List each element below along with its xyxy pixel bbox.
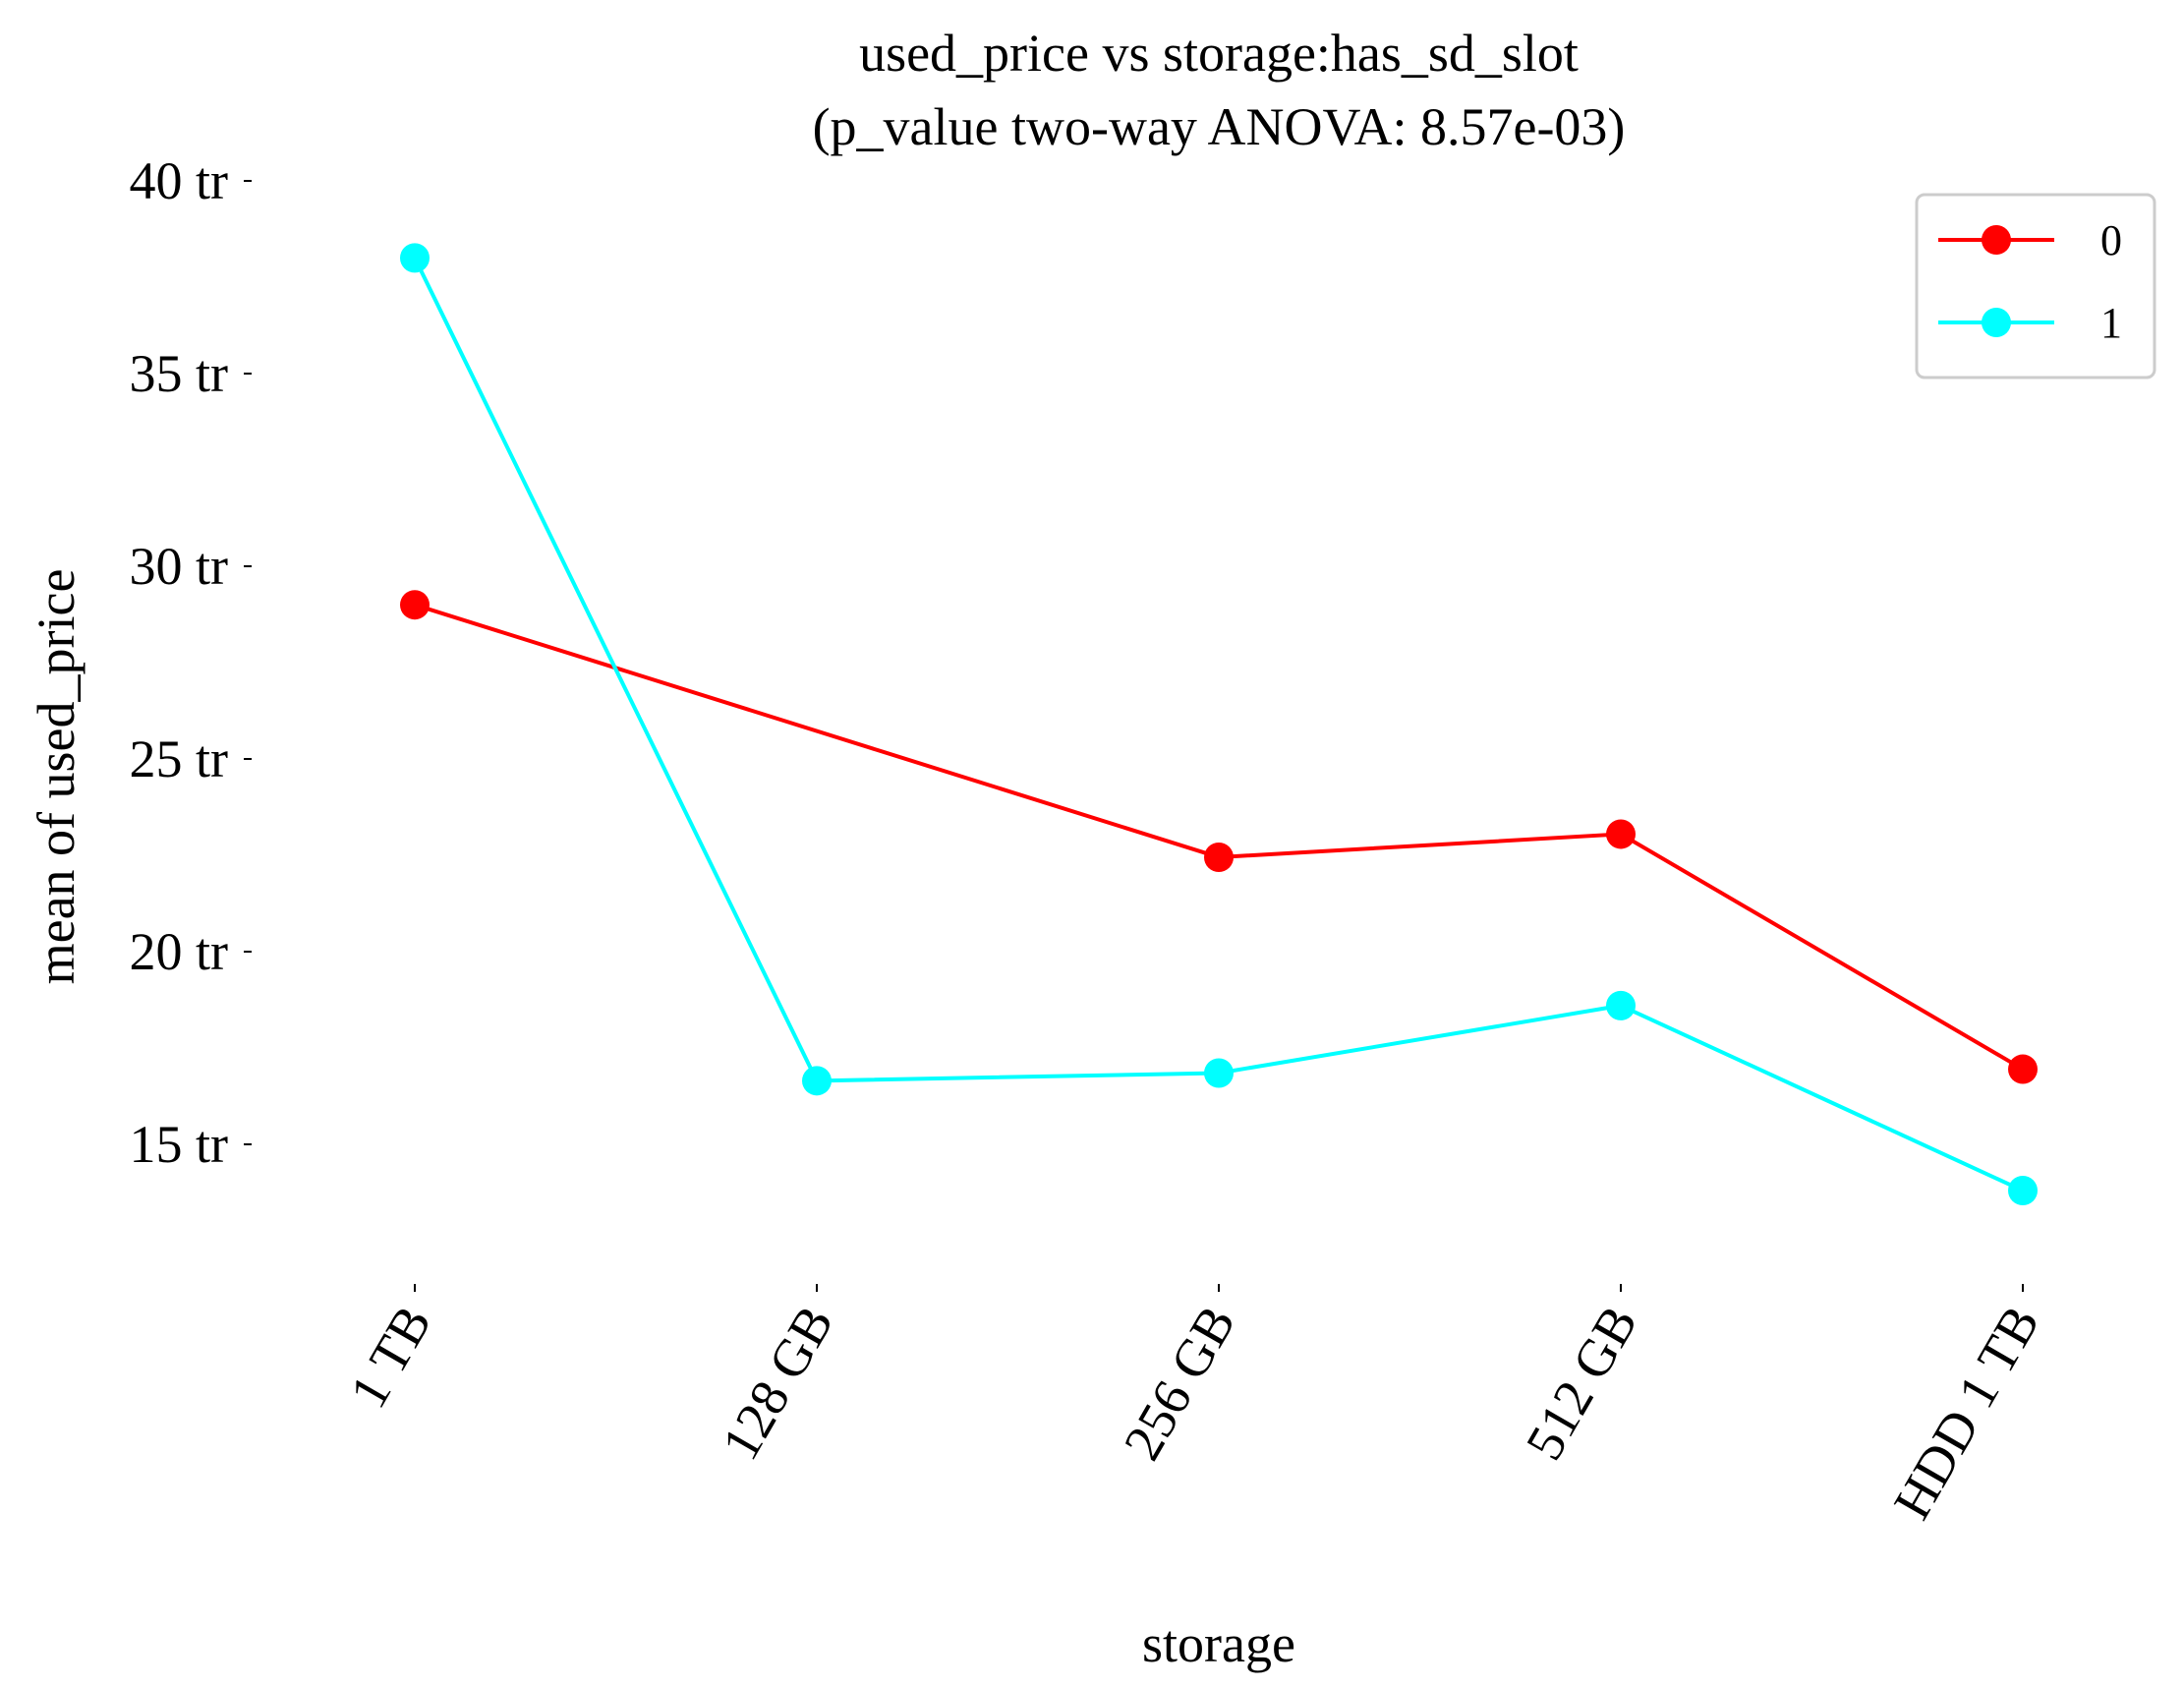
legend-marker-0: [1982, 225, 2011, 255]
legend: 01: [1915, 193, 2156, 379]
y-tick-label: 25 tr: [130, 729, 229, 788]
plot-series: [400, 243, 2038, 1206]
x-tick-label: HDD 1 TB: [1882, 1296, 2050, 1529]
x-tick-label: 128 GB: [711, 1296, 845, 1470]
y-axis-ticks: 15 tr 20 tr 25 tr 30 tr 35 tr 40 tr: [130, 151, 252, 1174]
data-point-1: [2008, 1176, 2038, 1206]
data-point-0: [1606, 819, 1636, 849]
legend-marker-1: [1982, 308, 2011, 337]
data-point-0: [1204, 842, 1234, 872]
x-tick-label: 512 GB: [1515, 1296, 1649, 1470]
chart-subtitle: (p_value two-way ANOVA: 8.57e-03): [813, 97, 1626, 156]
data-point-1: [802, 1066, 832, 1096]
y-tick-label: 35 tr: [130, 344, 229, 403]
chart-title: used_price vs storage:has_sd_slot: [859, 24, 1579, 83]
y-tick-label: 20 tr: [130, 922, 229, 981]
x-axis-ticks: 1 TB 128 GB 256 GB 512 GB HDD 1 TB: [338, 1284, 2050, 1529]
data-point-1: [1606, 990, 1636, 1020]
y-tick-label: 40 tr: [130, 151, 229, 210]
data-point-1: [400, 243, 430, 273]
data-point-0: [400, 590, 430, 620]
y-tick-label: 15 tr: [130, 1115, 229, 1174]
y-tick-label: 30 tr: [130, 537, 229, 596]
x-tick-label: 1 TB: [338, 1296, 442, 1418]
data-point-1: [1204, 1058, 1234, 1088]
series-line-1: [413, 257, 2024, 1193]
legend-label-1: 1: [2100, 299, 2122, 347]
y-axis-label: mean of used_price: [27, 569, 86, 985]
x-axis-label: storage: [1142, 1614, 1295, 1673]
x-tick-label: 256 GB: [1113, 1296, 1247, 1470]
series-line-0: [414, 603, 2025, 1072]
data-point-0: [2008, 1054, 2038, 1084]
legend-label-0: 0: [2100, 216, 2122, 264]
